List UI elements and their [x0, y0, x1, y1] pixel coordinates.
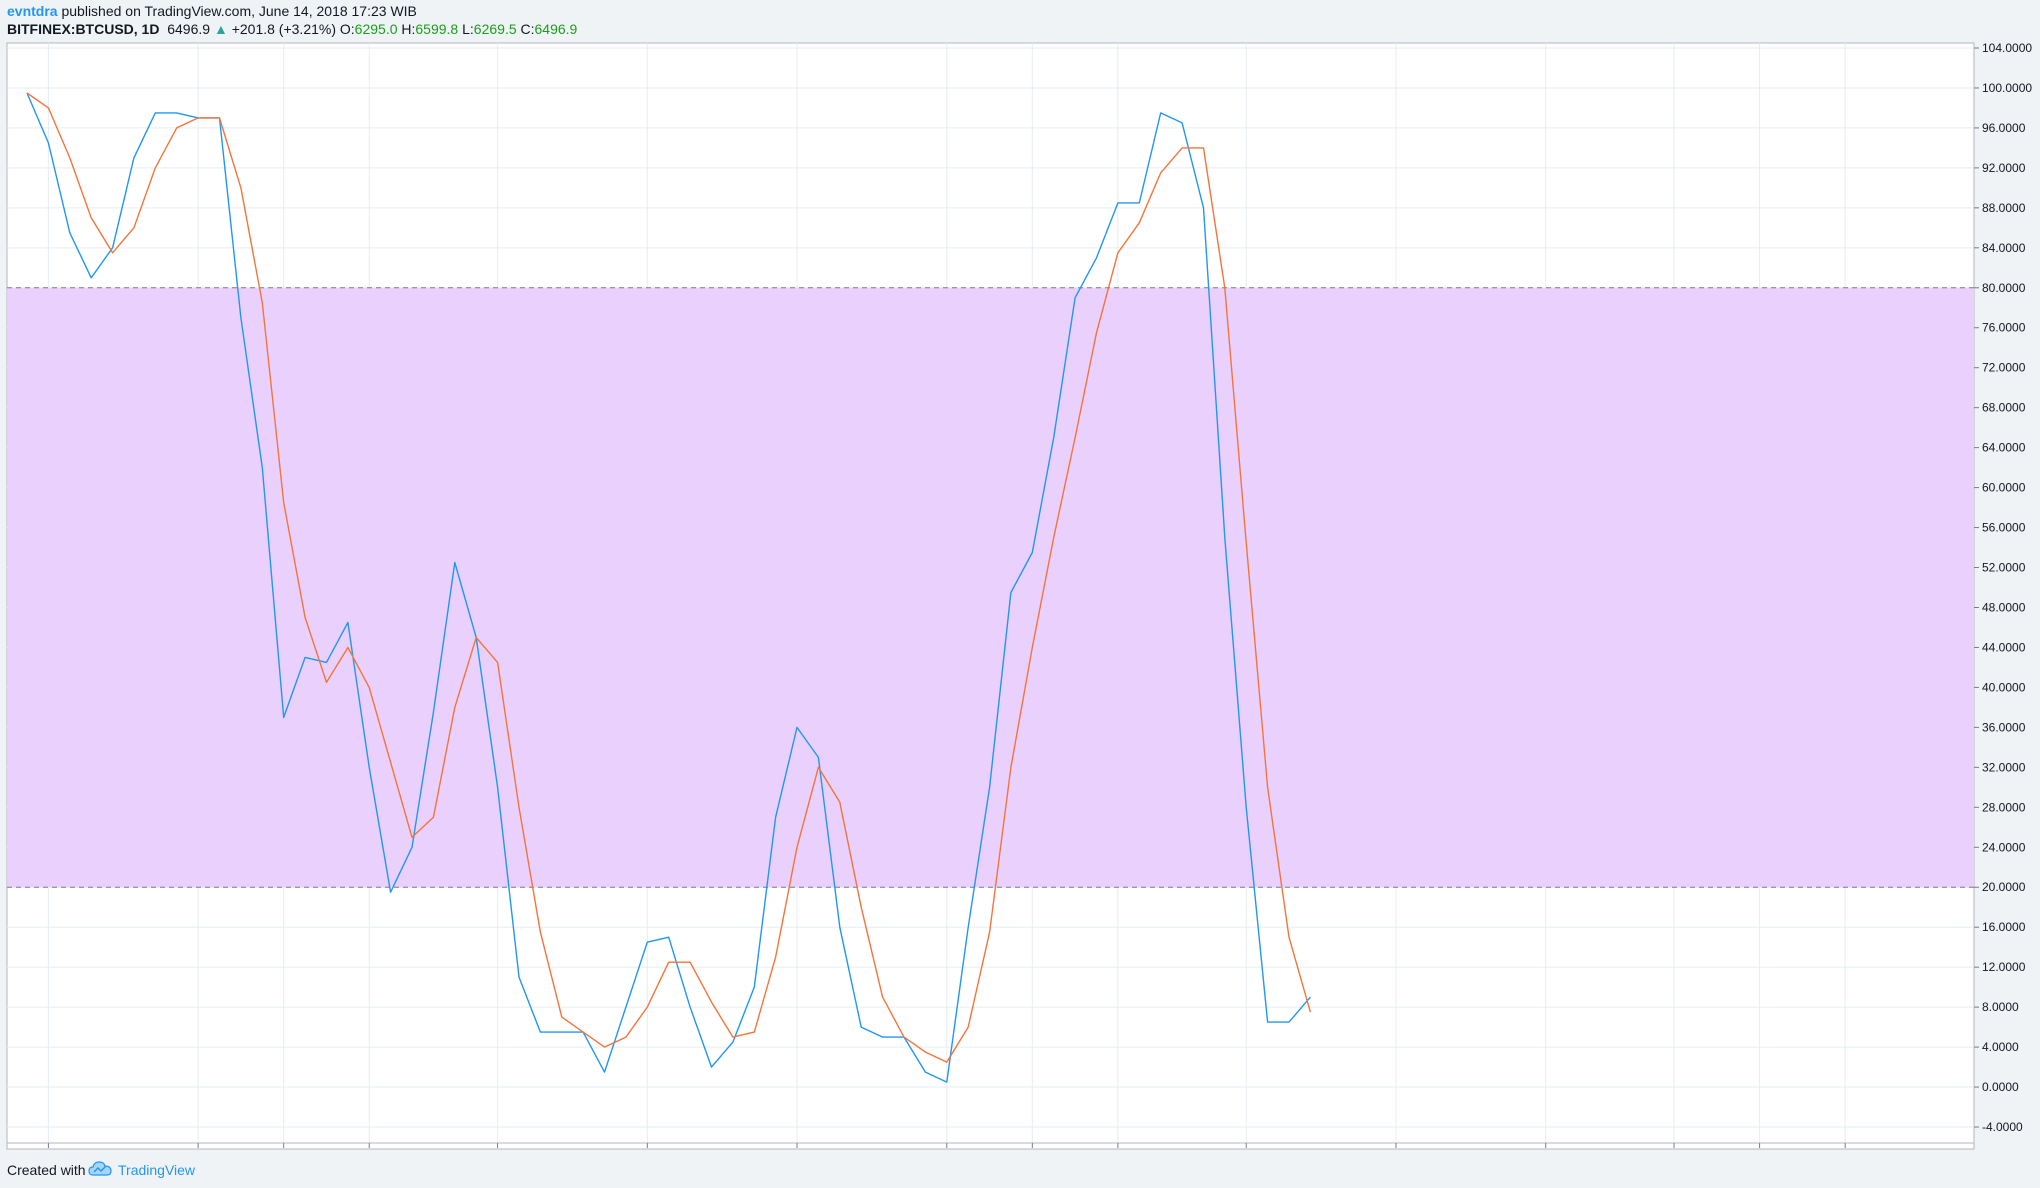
x-tick-label: 21: [790, 1151, 804, 1152]
time-axis[interactable]: 16 23 27 May 7 14 21 28 Jun 5 11 18 25 Jul 5 9: [7, 1142, 1974, 1152]
price-change: +201.8 (+3.21%): [231, 21, 336, 37]
symbol-info: BITFINEX:BTCUSD, 1D 6496.9 ▲ +201.8 (+3.…: [7, 21, 577, 37]
open-value: 6295.0: [354, 21, 398, 37]
x-tick-label: Jul: [1665, 1151, 1682, 1152]
y-tick-label: 84.0000: [1982, 241, 2026, 255]
x-tick-label: 23: [191, 1151, 205, 1152]
x-tick-label: 5: [1115, 1151, 1122, 1152]
y-tick-label: 56.0000: [1982, 521, 2026, 535]
x-tick-label: 9: [1842, 1151, 1849, 1152]
y-tick-label: 0.0000: [1982, 1080, 2019, 1094]
created-with-text: Created with: [7, 1162, 86, 1178]
x-tick-label: 25: [1539, 1151, 1553, 1152]
y-tick-label: 16.0000: [1982, 920, 2026, 934]
y-tick-label: 96.0000: [1982, 121, 2026, 135]
band-layer: [8, 287, 1974, 888]
y-tick-label: -4.0000: [1982, 1120, 2023, 1134]
stochastic-chart[interactable]: 104.0000 100.0000 96.0000 92.0000 88.0000 84.…: [0, 42, 2040, 1152]
y-tick-label: 88.0000: [1982, 201, 2026, 215]
y-tick-label: 4.0000: [1982, 1040, 2019, 1054]
x-tick-label: 27: [277, 1151, 291, 1152]
x-tick-label: 5: [1756, 1151, 1763, 1152]
x-tick-label: 28: [940, 1151, 954, 1152]
low-label: L:: [462, 21, 474, 37]
tradingview-brand-link[interactable]: TradingView: [118, 1162, 196, 1178]
y-tick-label: 20.0000: [1982, 880, 2026, 894]
y-tick-label: 64.0000: [1982, 441, 2026, 455]
y-tick-label: 72.0000: [1982, 361, 2026, 375]
last-price: 6496.9: [167, 21, 211, 37]
y-tick-label: 36.0000: [1982, 720, 2026, 734]
symbol-label[interactable]: BITFINEX:BTCUSD, 1D: [7, 21, 160, 37]
x-tick-label: 11: [1240, 1151, 1253, 1152]
y-tick-label: 60.0000: [1982, 481, 2026, 495]
y-tick-label: 100.0000: [1982, 81, 2032, 95]
close-label: C:: [520, 21, 535, 37]
y-tick-label: 92.0000: [1982, 161, 2026, 175]
up-arrow-icon: ▲: [213, 21, 228, 37]
y-tick-label: 44.0000: [1982, 640, 2026, 654]
y-tick-label: 28.0000: [1982, 800, 2026, 814]
x-tick-label: Jun: [1022, 1151, 1043, 1152]
y-tick-label: 40.0000: [1982, 680, 2026, 694]
y-tick-label: 80.0000: [1982, 281, 2026, 295]
author-link[interactable]: evntdra: [7, 3, 58, 19]
y-tick-label: 76.0000: [1982, 321, 2026, 335]
x-tick-label: 18: [1389, 1151, 1403, 1152]
close-value: 6496.9: [534, 21, 578, 37]
x-tick-label: 7: [494, 1151, 501, 1152]
y-tick-label: 12.0000: [1982, 960, 2026, 974]
low-value: 6269.5: [473, 21, 517, 37]
y-tick-label: 32.0000: [1982, 760, 2026, 774]
publish-text: published on TradingView.com, June 14, 2…: [61, 3, 417, 19]
y-tick-label: 8.0000: [1982, 1000, 2019, 1014]
x-tick-label: 14: [641, 1151, 655, 1152]
level-lines: [7, 287, 1974, 888]
series-line-d[interactable]: [26, 92, 1312, 1063]
y-tick-label: 104.0000: [1982, 42, 2032, 55]
chart-footer: Created with TradingView: [0, 1152, 2040, 1188]
high-label: H:: [401, 21, 416, 37]
x-tick-label: May: [358, 1151, 382, 1152]
y-tick-label: 48.0000: [1982, 600, 2026, 614]
high-value: 6599.8: [415, 21, 459, 37]
series-line-k[interactable]: [26, 92, 1311, 1083]
tradingview-cloud-icon[interactable]: [88, 1160, 112, 1178]
y-tick-label: 24.0000: [1982, 840, 2026, 854]
price-axis[interactable]: 104.0000 100.0000 96.0000 92.0000 88.0000 84.…: [1974, 42, 2032, 1134]
overbought-oversold-band: [8, 287, 1974, 888]
series-layer: [26, 92, 1312, 1083]
y-tick-label: 52.0000: [1982, 561, 2026, 575]
publish-info: evntdra published on TradingView.com, Ju…: [7, 3, 417, 19]
y-tick-label: 68.0000: [1982, 401, 2026, 415]
x-tick-label: 16: [42, 1151, 56, 1152]
open-label: O:: [339, 21, 355, 37]
chart-header: evntdra published on TradingView.com, Ju…: [0, 0, 2040, 42]
